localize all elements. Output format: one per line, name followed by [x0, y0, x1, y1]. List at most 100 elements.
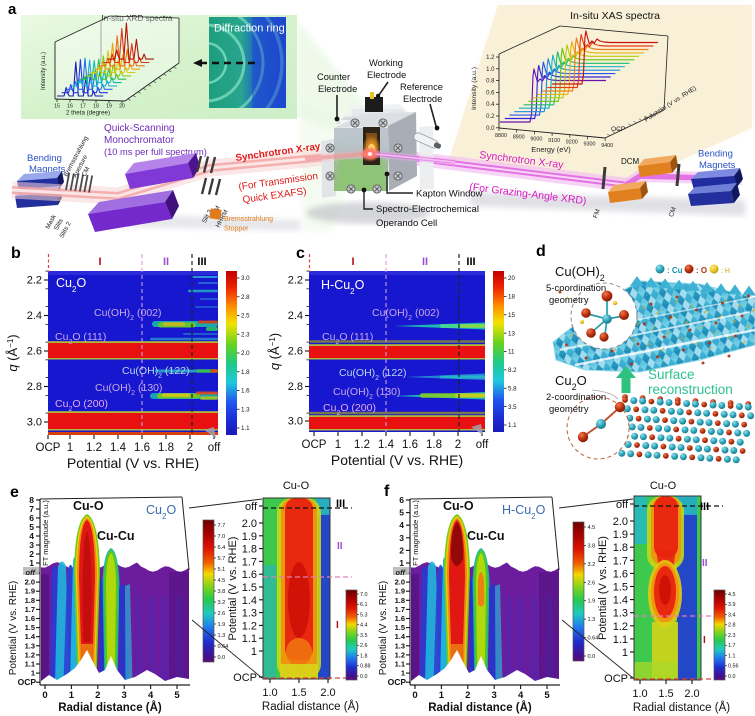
svg-text:1.8: 1.8	[158, 442, 174, 454]
svg-text:Counter: Counter	[317, 72, 350, 82]
svg-text:1.6: 1.6	[241, 388, 250, 395]
svg-text:18: 18	[508, 294, 515, 301]
svg-text:2.0: 2.0	[241, 350, 250, 357]
svg-text:16: 16	[67, 104, 73, 110]
svg-text:III: III	[700, 501, 709, 513]
svg-text:H-Cu2O: H-Cu2O	[502, 503, 546, 521]
svg-text:Radial distance (Å): Radial distance (Å)	[262, 700, 359, 713]
svg-text:1.9: 1.9	[613, 529, 628, 541]
svg-text:off: off	[476, 439, 489, 451]
svg-text:Bending: Bending	[27, 153, 62, 164]
svg-text:0.0: 0.0	[728, 674, 736, 680]
svg-text:Cu2O (200): Cu2O (200)	[323, 402, 376, 417]
svg-text:1: 1	[622, 647, 628, 659]
svg-text:1.6: 1.6	[613, 568, 628, 580]
svg-text:8800: 8800	[495, 133, 507, 139]
svg-text:1.2: 1.2	[354, 439, 370, 451]
svg-text:Surface: Surface	[648, 367, 695, 382]
svg-text:1.4: 1.4	[242, 595, 257, 607]
svg-text:7.7: 7.7	[218, 523, 226, 529]
svg-text:3.2: 3.2	[218, 600, 226, 606]
svg-text:13: 13	[508, 330, 515, 337]
svg-text:1.8: 1.8	[25, 596, 35, 605]
svg-text:Operando Cell: Operando Cell	[376, 218, 437, 229]
svg-text:3.8: 3.8	[588, 543, 596, 549]
svg-text:reconstruction: reconstruction	[648, 382, 733, 397]
svg-text:II: II	[422, 256, 428, 268]
svg-text:3.8: 3.8	[218, 589, 226, 595]
svg-text:1: 1	[29, 558, 34, 568]
svg-text:off: off	[208, 442, 221, 454]
svg-text:1.2: 1.2	[86, 442, 102, 454]
svg-text:9400: 9400	[601, 143, 613, 149]
svg-text:Magnets: Magnets	[699, 160, 736, 171]
svg-text:1.0: 1.0	[632, 688, 647, 700]
svg-text:geometry: geometry	[549, 295, 589, 306]
svg-text:off: off	[396, 568, 407, 577]
svg-text:2.4: 2.4	[288, 310, 303, 322]
svg-text:: O: : O	[696, 266, 707, 275]
svg-text:2.6: 2.6	[288, 346, 303, 358]
svg-text:Energy (eV): Energy (eV)	[531, 145, 570, 154]
svg-text:: Cu: : Cu	[667, 266, 683, 275]
svg-text:3.0: 3.0	[288, 416, 303, 428]
svg-text:off: off	[245, 501, 258, 513]
svg-text:17: 17	[80, 104, 86, 110]
svg-text:2: 2	[465, 690, 470, 701]
svg-text:1.1: 1.1	[395, 660, 405, 669]
svg-text:OCP: OCP	[604, 673, 628, 685]
svg-text:1: 1	[401, 669, 405, 678]
svg-text:1.5: 1.5	[242, 582, 257, 594]
svg-text:0: 0	[42, 690, 47, 701]
svg-text:In-situ XAS spectra: In-situ XAS spectra	[570, 10, 660, 22]
svg-text:18: 18	[93, 104, 99, 110]
svg-text:19: 19	[106, 104, 112, 110]
svg-text:6.1: 6.1	[360, 602, 368, 608]
svg-text:1: 1	[69, 690, 75, 701]
svg-text:0.88: 0.88	[360, 664, 371, 670]
svg-text:H-Cu2O: H-Cu2O	[321, 278, 365, 296]
svg-text:Kapton Window: Kapton Window	[416, 189, 483, 200]
svg-text:20: 20	[119, 104, 125, 110]
svg-text:Slits: Slits	[53, 218, 65, 232]
svg-text:off: off	[616, 499, 629, 511]
svg-text:9300: 9300	[584, 141, 596, 147]
svg-text:Cu-O: Cu-O	[443, 499, 474, 513]
svg-text:1.4: 1.4	[613, 595, 628, 607]
svg-text:FM: FM	[592, 208, 602, 219]
svg-text:6: 6	[29, 513, 34, 523]
svg-text:2.6: 2.6	[360, 643, 368, 649]
svg-text:2.2: 2.2	[288, 275, 303, 287]
svg-text:Magnets: Magnets	[29, 164, 66, 175]
svg-text:1.9: 1.9	[395, 587, 405, 596]
svg-text:e: e	[10, 484, 19, 501]
svg-text:Cu(OH)2 (002): Cu(OH)2 (002)	[94, 307, 162, 322]
svg-text:1: 1	[399, 558, 404, 568]
svg-text:(10 ms per full spectrum): (10 ms per full spectrum)	[104, 147, 207, 157]
svg-text:1.7: 1.7	[25, 605, 35, 614]
svg-text:2.0: 2.0	[613, 516, 628, 528]
svg-text:1.3: 1.3	[242, 608, 257, 620]
svg-text:FT magnitude (a.u.): FT magnitude (a.u.)	[41, 500, 50, 566]
svg-text:1.3: 1.3	[395, 641, 405, 650]
svg-text:Radial distance (Å): Radial distance (Å)	[58, 701, 162, 714]
svg-text:1.6: 1.6	[25, 614, 35, 623]
svg-text:I: I	[336, 620, 339, 631]
svg-text:0.6: 0.6	[486, 90, 495, 96]
svg-text:5.3: 5.3	[360, 612, 368, 618]
svg-text:Cu2O (111): Cu2O (111)	[322, 331, 373, 346]
svg-text:Potential (V vs. RHE): Potential (V vs. RHE)	[331, 452, 463, 468]
svg-text:9000: 9000	[530, 136, 542, 142]
svg-text:1.3: 1.3	[25, 641, 35, 650]
svg-text:1.1: 1.1	[508, 422, 517, 429]
svg-text:1.7: 1.7	[242, 556, 257, 568]
svg-text:Cu-Cu: Cu-Cu	[467, 529, 505, 543]
svg-text:I: I	[98, 256, 101, 268]
svg-text:9200: 9200	[566, 140, 578, 146]
svg-text:0.64: 0.64	[218, 644, 229, 650]
svg-text:2.8: 2.8	[241, 294, 250, 301]
svg-text:c: c	[296, 245, 305, 262]
svg-text:I: I	[351, 256, 354, 268]
svg-text:1.8: 1.8	[242, 544, 257, 556]
svg-text:1.5: 1.5	[395, 623, 405, 632]
